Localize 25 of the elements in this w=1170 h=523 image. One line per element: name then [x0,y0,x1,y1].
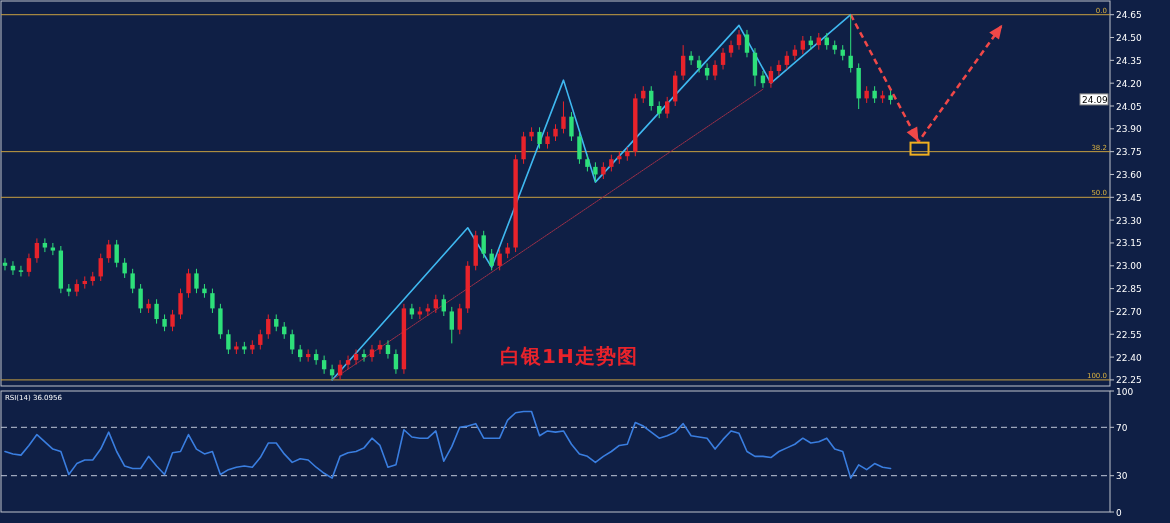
y-tick-label: 23.00 [1116,261,1143,272]
y-tick-label: 0 [1116,507,1122,518]
line-series [4,410,892,479]
y-tick-label: 22.55 [1116,329,1142,340]
y-tick-label: 24.35 [1116,55,1142,66]
y-tick-label: 22.85 [1116,284,1142,295]
y-tick-label: 23.15 [1116,238,1142,249]
y-tick-label: 22.25 [1116,375,1142,386]
line-series [331,13,852,381]
y-tick-label: 24.50 [1116,33,1143,44]
y-tick-label: 100 [1116,386,1134,397]
y-tick-label: 70 [1116,422,1128,433]
annotation: 24.09 [1082,94,1109,105]
y-tick-label: 23.30 [1116,215,1143,226]
y-tick-label: 23.75 [1116,147,1142,158]
y-tick-label: 24.20 [1116,78,1143,89]
y-tick-label: 24.65 [1116,10,1142,21]
y-tick-label: 30 [1116,471,1128,482]
y-tick-label: 22.40 [1116,352,1143,363]
y-tick-label: 23.60 [1116,169,1143,180]
y-tick-label: 23.90 [1116,124,1143,135]
text: 白银1H走势图 [500,344,638,368]
y-tick-label: 22.70 [1116,306,1143,317]
y-tick-label: 24.05 [1116,101,1142,112]
y-tick-label: 23.45 [1116,192,1142,203]
